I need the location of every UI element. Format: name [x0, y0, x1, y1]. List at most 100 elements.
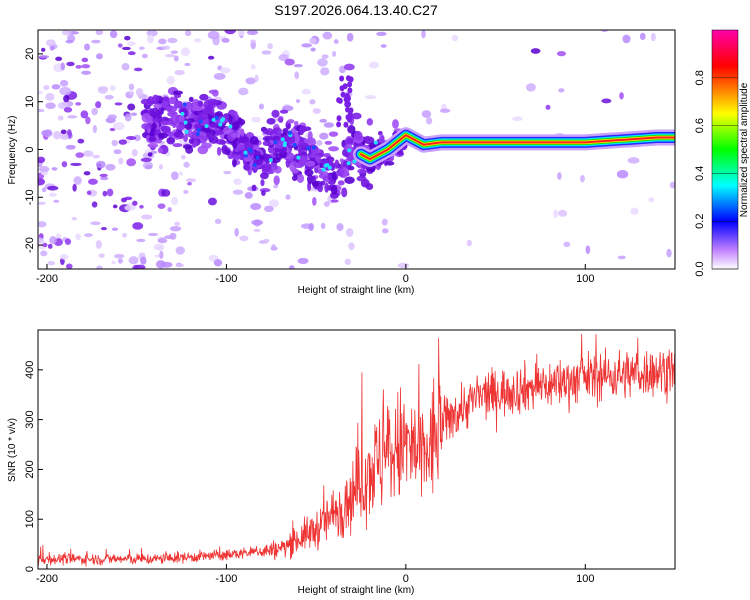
heatmap-cell [159, 250, 164, 260]
heatmap-cell [213, 73, 226, 80]
heatmap-cell [346, 137, 354, 146]
heatmap-cell [120, 197, 127, 203]
heatmap-cell [161, 120, 172, 126]
heatmap-cell [91, 107, 98, 116]
heatmap-cell [291, 175, 298, 182]
heatmap-cell [122, 46, 131, 51]
heatmap-cell [207, 197, 217, 206]
heatmap-cell [140, 157, 152, 162]
heatmap-cell [152, 117, 161, 123]
heatmap-cell [207, 30, 220, 40]
heatmap-cell [151, 94, 160, 104]
heatmap-cell [260, 179, 265, 187]
heatmap-cell [288, 265, 295, 269]
heatmap-cell [325, 162, 330, 167]
heatmap-cell [330, 184, 338, 195]
heatmap-cell [244, 191, 253, 199]
heatmap-cell [303, 138, 315, 144]
heatmap-cell [322, 31, 333, 40]
heatmap-cell [127, 103, 136, 111]
heatmap-cell [121, 62, 130, 71]
heatmap-cell [232, 189, 244, 195]
heatmap-cell [213, 130, 225, 135]
heatmap-cell [117, 258, 123, 264]
heatmap-cell [364, 95, 377, 100]
heatmap-cell [167, 207, 172, 212]
heatmap-cell [237, 128, 244, 135]
heatmap-cell [43, 85, 50, 90]
heatmap-cell [38, 108, 45, 113]
heatmap-cell [38, 90, 44, 95]
heatmap-cell [130, 112, 138, 116]
heatmap-cell [223, 170, 232, 175]
heatmap-cell [135, 87, 144, 97]
heatmap-cell [320, 67, 330, 76]
y-tick-label: 20 [24, 48, 36, 60]
heatmap-cell [263, 205, 274, 213]
heatmap-cell [357, 168, 367, 174]
heatmap-cell [118, 139, 128, 145]
heatmap-cell [249, 136, 259, 145]
heatmap-cell [57, 115, 64, 121]
heatmap-cell [65, 144, 76, 150]
spectrogram-y-label: Frequency (Hz) [7, 116, 18, 185]
heatmap-cell [324, 140, 333, 145]
heatmap-cell [219, 67, 231, 74]
heatmap-cell [153, 243, 165, 251]
heatmap-cell [344, 258, 351, 266]
heatmap-cell [334, 159, 340, 169]
heatmap-cell [284, 58, 295, 66]
heatmap-cell [194, 38, 202, 43]
heatmap-cell [141, 53, 148, 59]
heatmap-cell [251, 116, 261, 123]
heatmap-cell [38, 178, 46, 186]
heatmap-cell [231, 132, 241, 138]
heatmap-cell [138, 46, 145, 50]
heatmap-cell [221, 144, 228, 155]
heatmap-cell [183, 161, 190, 168]
heatmap-cell [131, 149, 138, 157]
heatmap-cell [650, 32, 656, 42]
heatmap-cell [425, 117, 433, 125]
heatmap-cell [309, 153, 317, 159]
heatmap-cell [268, 169, 275, 175]
heatmap-cell [333, 39, 339, 44]
heatmap-cell [39, 165, 50, 173]
heatmap-cell [167, 131, 174, 138]
heatmap-cell [124, 204, 136, 211]
heatmap-cell [127, 41, 136, 47]
heatmap-cell [324, 182, 329, 193]
heatmap-cell [38, 237, 44, 243]
heatmap-cell [142, 161, 154, 170]
heatmap-cell [206, 131, 211, 139]
heatmap-cell [47, 243, 53, 249]
heatmap-cell [73, 176, 82, 185]
heatmap-cell [204, 124, 209, 129]
heatmap-cell [351, 112, 362, 120]
heatmap-cell [172, 143, 183, 148]
heatmap-cell [184, 101, 193, 111]
heatmap-cell [51, 84, 61, 90]
heatmap-cell [319, 132, 329, 140]
heatmap-cell [234, 113, 239, 121]
heatmap-cell [117, 43, 123, 48]
heatmap-cell [153, 103, 164, 109]
heatmap-cell [339, 75, 345, 82]
heatmap-cell [61, 161, 68, 168]
heatmap-cell [38, 55, 50, 59]
heatmap-cell [345, 228, 354, 237]
heatmap-cell [111, 227, 119, 231]
snr-y-axis: 0 100 200 300 400 [24, 361, 43, 572]
heatmap-cell [85, 116, 91, 125]
heatmap-cell [161, 189, 171, 197]
heatmap-cell [260, 172, 269, 180]
heatmap-cell [176, 124, 185, 131]
y-tick-label: 200 [24, 460, 36, 478]
heatmap-cell [71, 216, 77, 221]
heatmap-cell [81, 57, 89, 63]
heatmap-cell [124, 113, 132, 122]
heatmap-cell [323, 201, 330, 207]
y-tick-label: 0 [24, 146, 36, 152]
snr-x-axis: -200 -100 0 100 [36, 564, 594, 585]
heatmap-cell [298, 147, 303, 155]
